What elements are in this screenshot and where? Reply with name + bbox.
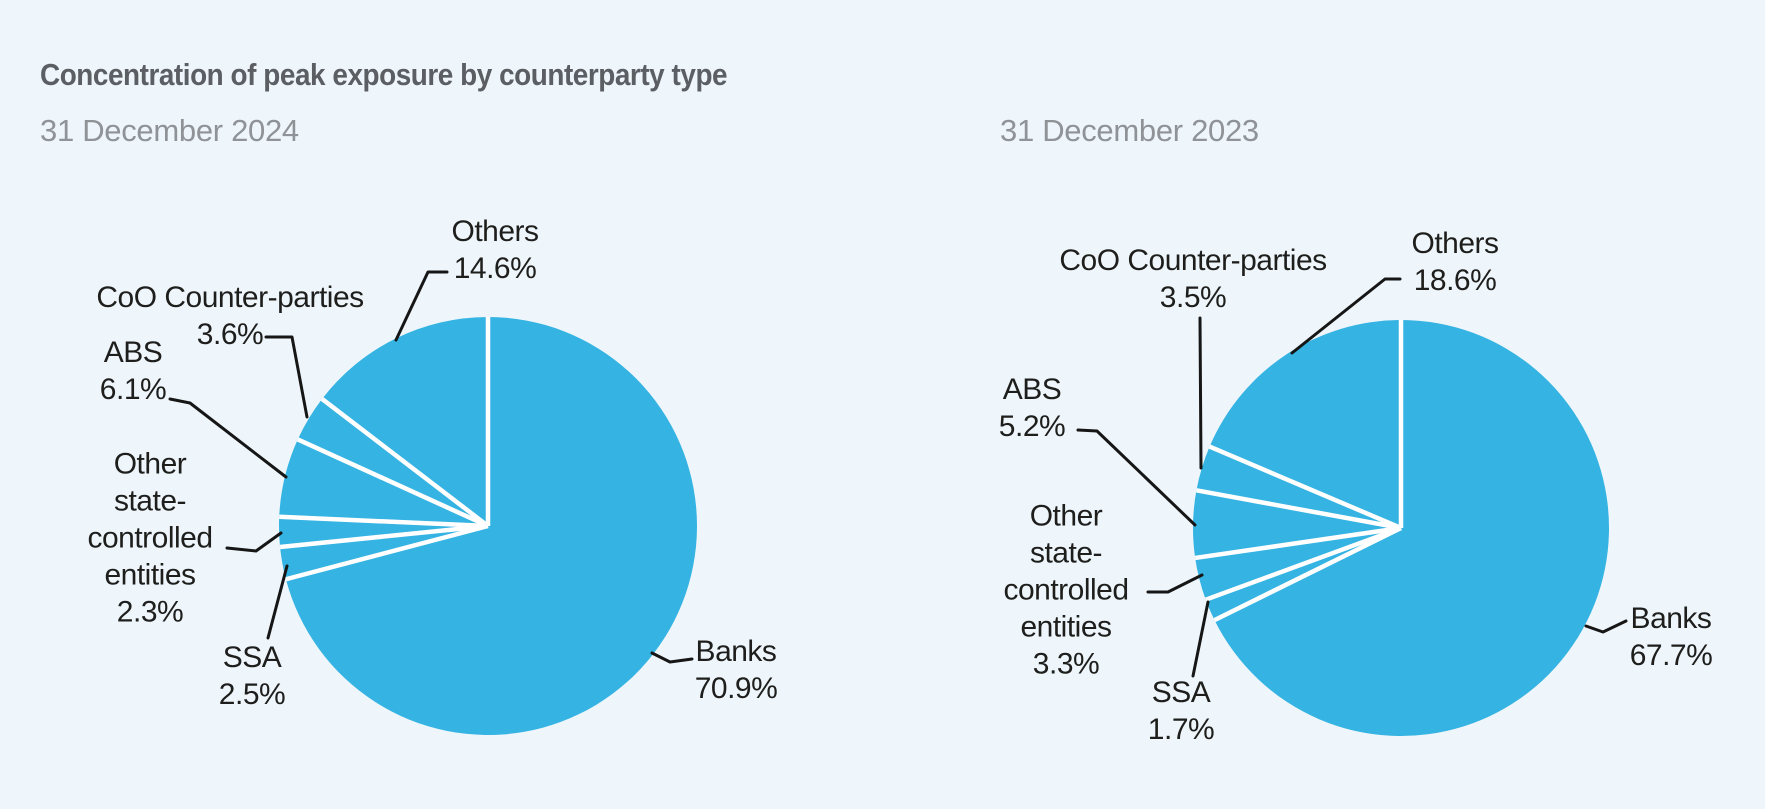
slice-divider	[285, 523, 489, 582]
pie-chart-31-december-2023	[1076, 277, 1628, 737]
slice-divider	[279, 514, 489, 529]
slice-divider	[1208, 444, 1402, 531]
slice-divider	[296, 437, 489, 529]
leader-line-ssa	[1191, 600, 1210, 678]
leader-line-ssa	[266, 564, 289, 640]
leader-line-coo-counter-parties	[1198, 316, 1203, 470]
pie-slice-banks	[285, 317, 698, 735]
leader-line-abs	[168, 397, 288, 479]
slice-divider	[1194, 525, 1402, 561]
slice-divider	[279, 523, 489, 550]
page-title: Concentration of peak exposure by counte…	[40, 57, 728, 92]
slice-divider	[1213, 525, 1402, 623]
leader-line-banks	[1584, 619, 1628, 634]
leader-line-other-state-controlled-entities	[225, 531, 283, 553]
leader-line-banks	[650, 651, 694, 664]
pie-chart-31-december-2024	[168, 270, 698, 735]
slice-divider	[1196, 488, 1402, 531]
slice-divider	[320, 397, 490, 528]
leader-line-other-state-controlled-entities	[1146, 573, 1204, 594]
pie-slice-abs	[1192, 490, 1401, 558]
pie-slice-others	[322, 317, 488, 526]
leader-line-coo-counter-parties	[264, 335, 309, 419]
panel-subtitle-2023: 31 December 2023	[1000, 113, 1259, 148]
pie-slice-coo-counter-parties	[297, 398, 488, 526]
leader-line-others	[1290, 277, 1402, 355]
slice-divider	[1204, 525, 1402, 602]
panel-subtitle-2024: 31 December 2024	[40, 113, 299, 148]
pie-slice-banks	[1214, 319, 1610, 737]
leader-line-others	[394, 270, 449, 342]
leader-line-abs	[1076, 428, 1197, 527]
pie-slice-others	[1209, 320, 1401, 528]
